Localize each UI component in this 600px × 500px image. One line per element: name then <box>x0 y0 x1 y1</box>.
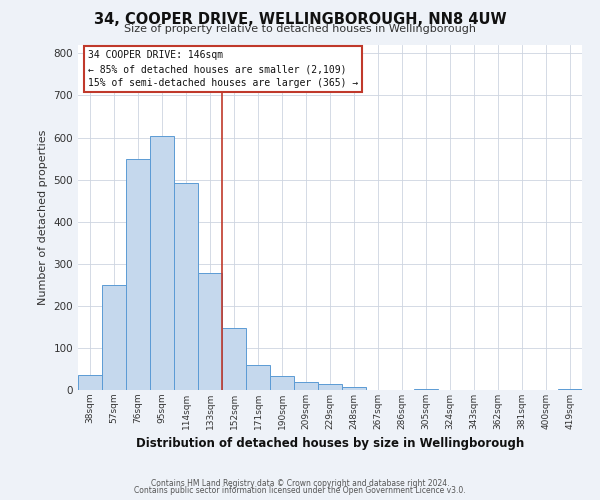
Bar <box>318 384 342 390</box>
Bar <box>174 182 198 390</box>
Bar <box>150 136 174 390</box>
Bar <box>294 382 318 390</box>
Text: 34 COOPER DRIVE: 146sqm
← 85% of detached houses are smaller (2,109)
15% of semi: 34 COOPER DRIVE: 146sqm ← 85% of detache… <box>88 50 358 88</box>
Bar <box>270 376 294 390</box>
Bar <box>198 273 222 390</box>
Bar <box>246 365 270 390</box>
Bar <box>126 160 150 390</box>
Bar <box>222 328 246 390</box>
Text: Contains HM Land Registry data © Crown copyright and database right 2024.: Contains HM Land Registry data © Crown c… <box>151 478 449 488</box>
Bar <box>342 386 366 390</box>
Bar <box>414 389 438 390</box>
Bar <box>78 376 102 390</box>
Bar <box>102 285 126 390</box>
Bar <box>558 388 582 390</box>
X-axis label: Distribution of detached houses by size in Wellingborough: Distribution of detached houses by size … <box>136 438 524 450</box>
Y-axis label: Number of detached properties: Number of detached properties <box>38 130 48 305</box>
Text: 34, COOPER DRIVE, WELLINGBOROUGH, NN8 4UW: 34, COOPER DRIVE, WELLINGBOROUGH, NN8 4U… <box>94 12 506 28</box>
Text: Size of property relative to detached houses in Wellingborough: Size of property relative to detached ho… <box>124 24 476 34</box>
Text: Contains public sector information licensed under the Open Government Licence v3: Contains public sector information licen… <box>134 486 466 495</box>
